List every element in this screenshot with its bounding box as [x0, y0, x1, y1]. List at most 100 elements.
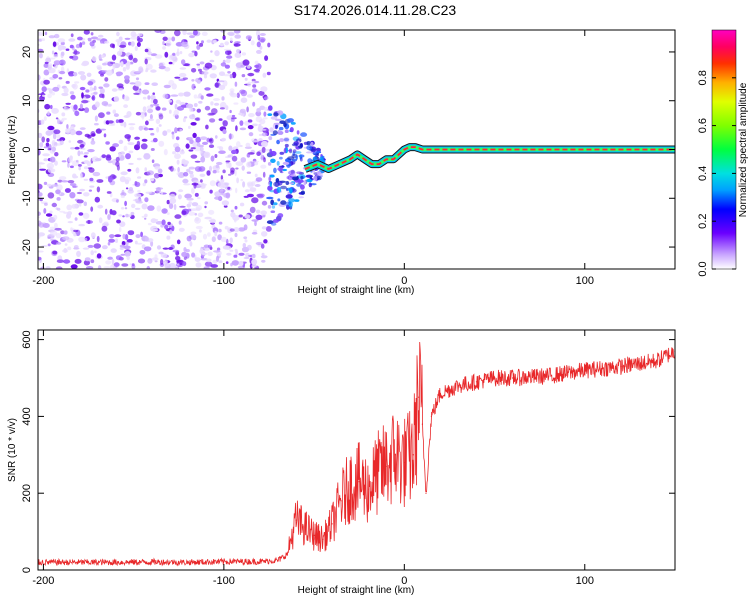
noise-speckle — [111, 210, 117, 216]
noise-speckle — [125, 213, 129, 218]
noise-speckle — [191, 83, 196, 90]
noise-speckle — [168, 54, 176, 61]
noise-speckle — [154, 260, 158, 263]
noise-speckle — [225, 245, 232, 250]
noise-speckle — [233, 227, 240, 233]
noise-speckle — [175, 99, 181, 104]
spectrogram-plot-area — [33, 30, 675, 269]
noise-speckle — [156, 205, 162, 212]
snr-point — [418, 396, 420, 398]
noise-speckle — [74, 217, 78, 221]
noise-speckle — [181, 210, 187, 216]
noise-speckle — [212, 170, 217, 174]
noise-speckle — [69, 55, 74, 59]
noise-speckle — [33, 71, 37, 75]
noise-speckle — [208, 138, 213, 142]
noise-speckle — [110, 248, 117, 253]
noise-speckle — [115, 255, 122, 261]
noise-speckle — [80, 72, 84, 77]
noise-speckle — [38, 43, 40, 47]
noise-speckle — [191, 79, 195, 82]
transition-blob — [267, 185, 273, 191]
noise-speckle — [148, 128, 154, 131]
noise-speckle — [230, 93, 238, 98]
noise-speckle — [109, 146, 116, 152]
noise-speckle — [235, 161, 244, 167]
snr-x-tick: -200 — [32, 330, 54, 587]
noise-speckle — [118, 47, 125, 52]
transition-blob — [306, 141, 311, 146]
noise-speckle — [165, 40, 172, 47]
snr-x-tick: 100 — [576, 330, 594, 587]
noise-speckle — [80, 151, 84, 155]
noise-speckle — [95, 101, 100, 108]
noise-speckle — [161, 208, 168, 214]
noise-speckle — [45, 130, 53, 136]
transition-blob — [267, 205, 272, 209]
noise-speckle — [162, 46, 166, 50]
noise-speckle — [194, 257, 201, 262]
noise-speckle — [258, 123, 262, 127]
noise-speckle — [189, 241, 193, 247]
noise-speckle — [161, 219, 166, 226]
noise-speckle — [195, 262, 202, 268]
noise-speckle — [147, 222, 152, 226]
noise-speckle — [137, 37, 144, 43]
noise-speckle — [144, 236, 149, 242]
snr-point — [304, 527, 306, 529]
noise-speckle — [97, 66, 102, 70]
noise-speckle — [261, 259, 266, 263]
noise-speckle — [87, 244, 94, 248]
noise-speckle — [81, 62, 89, 67]
snr-y-tick: 0 — [21, 567, 675, 573]
noise-speckle — [80, 173, 83, 179]
noise-speckle — [132, 34, 139, 37]
noise-speckle — [78, 223, 85, 227]
noise-speckle — [113, 262, 120, 267]
snr-point — [223, 561, 225, 563]
noise-speckle — [247, 119, 253, 123]
noise-speckle — [78, 203, 82, 207]
noise-speckle — [186, 32, 194, 35]
noise-speckle — [202, 233, 208, 240]
noise-speckle — [166, 235, 171, 240]
noise-speckle — [170, 94, 179, 97]
noise-speckle — [78, 107, 85, 112]
tick-label: 0.6 — [697, 118, 709, 133]
noise-speckle — [67, 221, 74, 224]
noise-speckle — [70, 33, 74, 38]
noise-speckle — [262, 117, 268, 120]
noise-speckle — [219, 107, 225, 110]
noise-speckle — [47, 243, 51, 247]
noise-speckle — [239, 144, 243, 148]
transition-blob — [303, 180, 307, 186]
noise-speckle — [229, 37, 233, 42]
noise-speckle — [124, 251, 131, 257]
noise-speckle — [118, 139, 124, 144]
noise-speckle — [144, 82, 150, 85]
noise-speckle — [45, 213, 53, 217]
noise-speckle — [152, 137, 158, 143]
noise-speckle — [118, 152, 122, 158]
noise-speckle — [172, 151, 176, 155]
noise-speckle — [235, 167, 239, 170]
noise-speckle — [115, 161, 120, 167]
tick-label: 100 — [576, 575, 594, 587]
noise-speckle — [223, 48, 232, 51]
noise-speckle — [64, 243, 68, 246]
noise-speckle — [176, 51, 180, 57]
noise-speckle — [261, 226, 267, 230]
noise-speckle — [83, 30, 90, 35]
noise-speckle — [260, 38, 265, 43]
noise-speckle — [201, 252, 208, 256]
noise-speckle — [191, 182, 199, 186]
noise-speckle — [43, 69, 50, 76]
noise-speckle — [67, 211, 73, 216]
tick-label: 0.4 — [697, 166, 709, 181]
noise-speckle — [214, 196, 222, 200]
noise-speckle — [246, 65, 251, 69]
noise-speckle — [86, 72, 92, 78]
noise-speckle — [125, 64, 130, 70]
noise-speckle — [144, 167, 147, 172]
